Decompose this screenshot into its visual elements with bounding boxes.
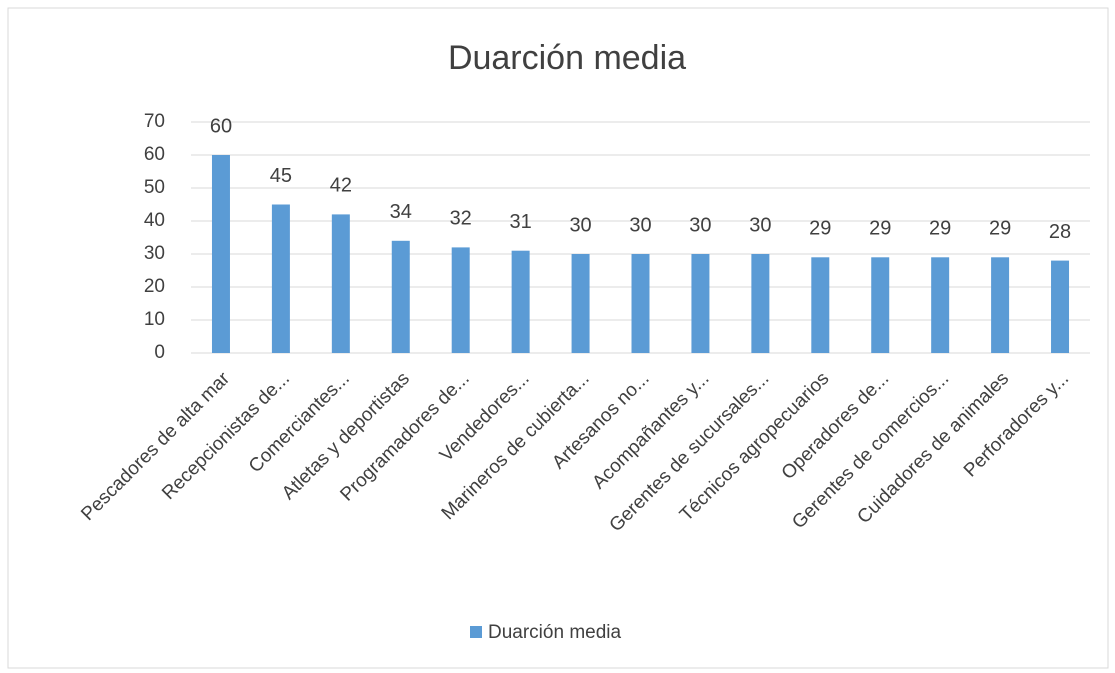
bar: [691, 254, 710, 353]
bar: [931, 257, 950, 353]
legend-label: Duarción media: [488, 622, 621, 643]
bar: [811, 257, 830, 353]
data-label: 31: [510, 211, 532, 233]
data-label: 42: [330, 175, 352, 197]
y-tick-label: 50: [144, 177, 165, 198]
data-label: 29: [929, 218, 951, 240]
chart-border: [7, 7, 1109, 669]
bar: [211, 155, 230, 353]
data-label: 45: [270, 165, 292, 187]
data-label: 29: [809, 218, 831, 240]
bar: [1051, 260, 1070, 353]
data-label: 30: [629, 214, 651, 236]
bar: [511, 250, 530, 353]
chart-title: Duarción media: [448, 39, 686, 77]
bar: [631, 254, 650, 353]
data-label: 29: [869, 218, 891, 240]
bar: [451, 247, 470, 353]
data-label: 29: [989, 218, 1011, 240]
bar: [391, 240, 410, 353]
data-label: 32: [450, 208, 472, 230]
data-label: 30: [749, 214, 771, 236]
bar: [571, 254, 590, 353]
bar: [331, 214, 350, 353]
bar: [991, 257, 1010, 353]
y-tick-label: 0: [154, 342, 165, 363]
y-tick-label: 10: [144, 309, 165, 330]
data-label: 60: [210, 115, 232, 137]
y-tick-label: 70: [144, 111, 165, 132]
data-label: 34: [390, 201, 412, 223]
y-tick-label: 60: [144, 144, 165, 165]
data-label: 30: [569, 214, 591, 236]
bar: [871, 257, 890, 353]
y-tick-label: 40: [144, 210, 165, 231]
data-label: 30: [689, 214, 711, 236]
bar: [271, 204, 290, 353]
data-label: 28: [1049, 221, 1071, 243]
y-tick-label: 30: [144, 243, 165, 264]
bar: [751, 254, 770, 353]
legend-swatch: [470, 626, 482, 638]
y-tick-label: 20: [144, 276, 165, 297]
